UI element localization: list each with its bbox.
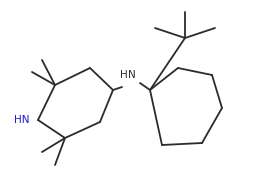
Text: H: H bbox=[120, 70, 128, 80]
Text: HN: HN bbox=[14, 115, 29, 125]
Text: N: N bbox=[128, 70, 136, 80]
